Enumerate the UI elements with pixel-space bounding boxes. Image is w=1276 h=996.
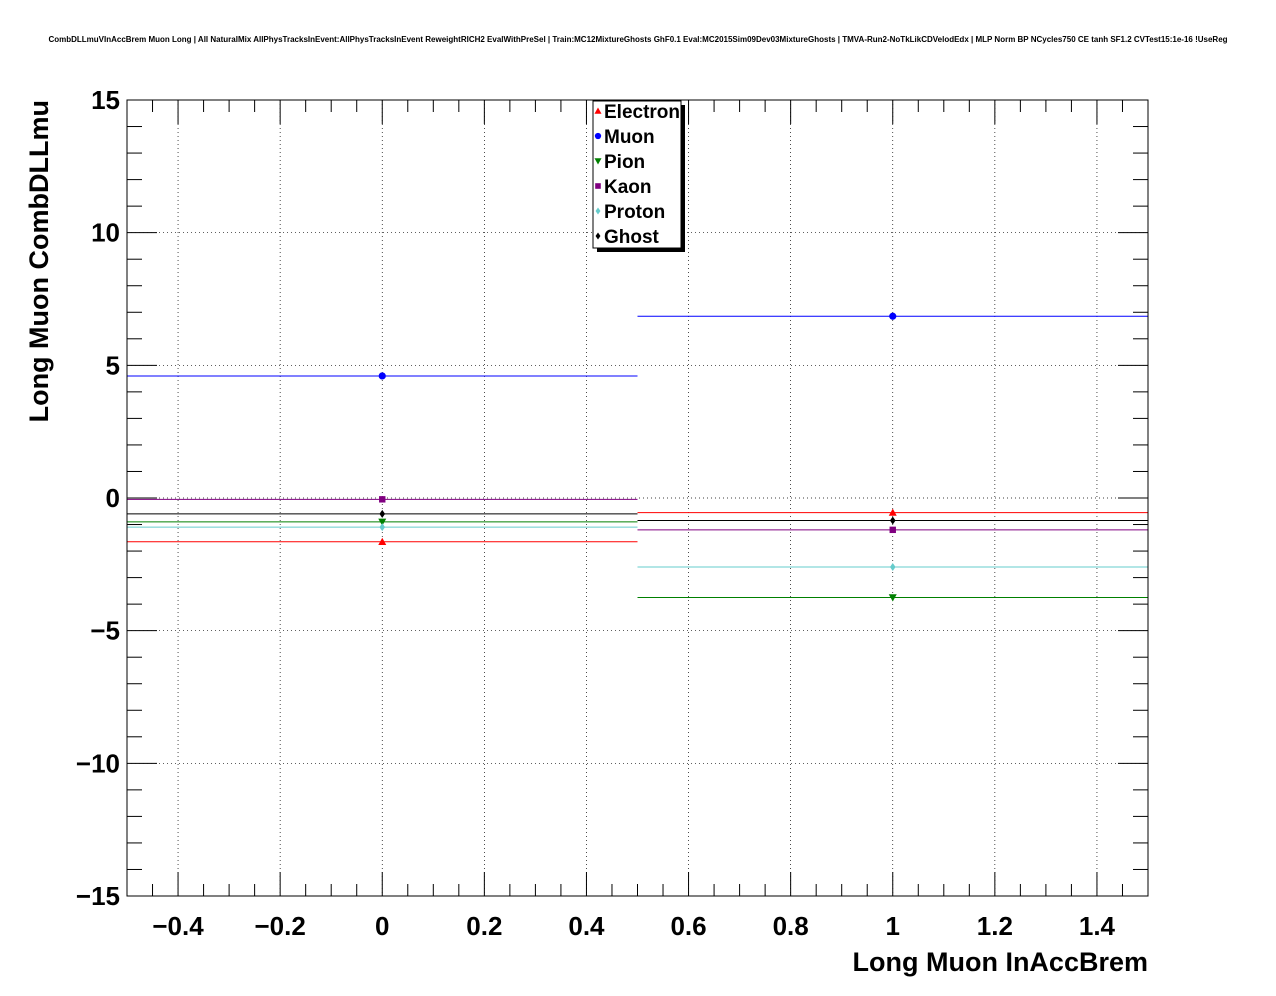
legend-label: Pion — [604, 152, 645, 173]
y-tick-label: 0 — [106, 483, 120, 513]
data-point — [378, 518, 387, 526]
y-tick-label: 10 — [91, 218, 120, 248]
grid — [127, 100, 1148, 896]
x-tick-label: 0.6 — [670, 911, 706, 941]
x-tick-label: −0.4 — [152, 911, 204, 941]
ticks — [126, 99, 1149, 897]
y-axis-label: Long Muon CombDLLmu — [24, 100, 54, 422]
legend-entries: Electron Muon Pion Kaon Proton Ghost — [594, 102, 680, 248]
legend-label: Muon — [604, 127, 655, 148]
data-point — [379, 496, 386, 503]
legend-box — [592, 100, 682, 249]
legend-label: Proton — [604, 202, 665, 223]
series-muon — [127, 312, 1148, 380]
data-point — [379, 523, 386, 532]
data-point — [889, 312, 897, 320]
x-tick-label: 1 — [886, 911, 900, 941]
series-electron — [127, 508, 1148, 545]
x-axis-label: Long Muon InAccBrem — [853, 947, 1149, 977]
data-point — [378, 372, 386, 380]
series-layer — [127, 312, 1148, 602]
legend: Electron Muon Pion Kaon Proton Ghost — [592, 100, 685, 252]
x-tick-label: 0 — [375, 911, 389, 941]
x-tick-label: −0.2 — [254, 911, 305, 941]
data-point — [889, 526, 896, 534]
y-tick-label: 5 — [106, 350, 120, 380]
x-tick-label: 0.2 — [466, 911, 502, 941]
data-point — [889, 562, 896, 571]
tick-labels: −0.4 −0.2 0 0.2 0.4 0.6 0.8 1 1.2 1.4 −15 −10 −5 0 5 10… — [76, 85, 1116, 941]
data-point — [889, 516, 896, 525]
data-point — [888, 508, 897, 516]
legend-marker-proton — [595, 207, 601, 215]
x-tick-label: 0.4 — [568, 911, 605, 941]
series-pion — [127, 518, 1148, 602]
y-tick-label: −5 — [90, 616, 120, 646]
legend-label: Electron — [604, 102, 680, 123]
y-tick-label: −10 — [76, 748, 120, 778]
data-point — [378, 537, 387, 545]
chart-title: CombDLLmuVInAccBrem Muon Long | All Natu… — [48, 35, 1227, 44]
legend-marker-ghost — [595, 232, 601, 240]
y-tick-label: −15 — [76, 881, 120, 911]
y-tick-label: 15 — [91, 85, 120, 115]
legend-label: Kaon — [604, 177, 652, 198]
legend-marker-muon — [594, 132, 602, 140]
legend-marker-pion — [594, 158, 602, 165]
series-proton — [127, 523, 1148, 571]
series-kaon — [127, 496, 1148, 534]
legend-marker-kaon — [595, 183, 601, 189]
legend-label: Ghost — [604, 227, 660, 248]
data-point — [379, 509, 386, 518]
x-tick-label: 1.2 — [977, 911, 1013, 941]
data-point — [888, 594, 897, 602]
x-tick-label: 1.4 — [1079, 911, 1116, 941]
series-ghost — [127, 509, 1148, 525]
legend-marker-electron — [594, 107, 602, 114]
x-tick-label: 0.8 — [773, 911, 809, 941]
